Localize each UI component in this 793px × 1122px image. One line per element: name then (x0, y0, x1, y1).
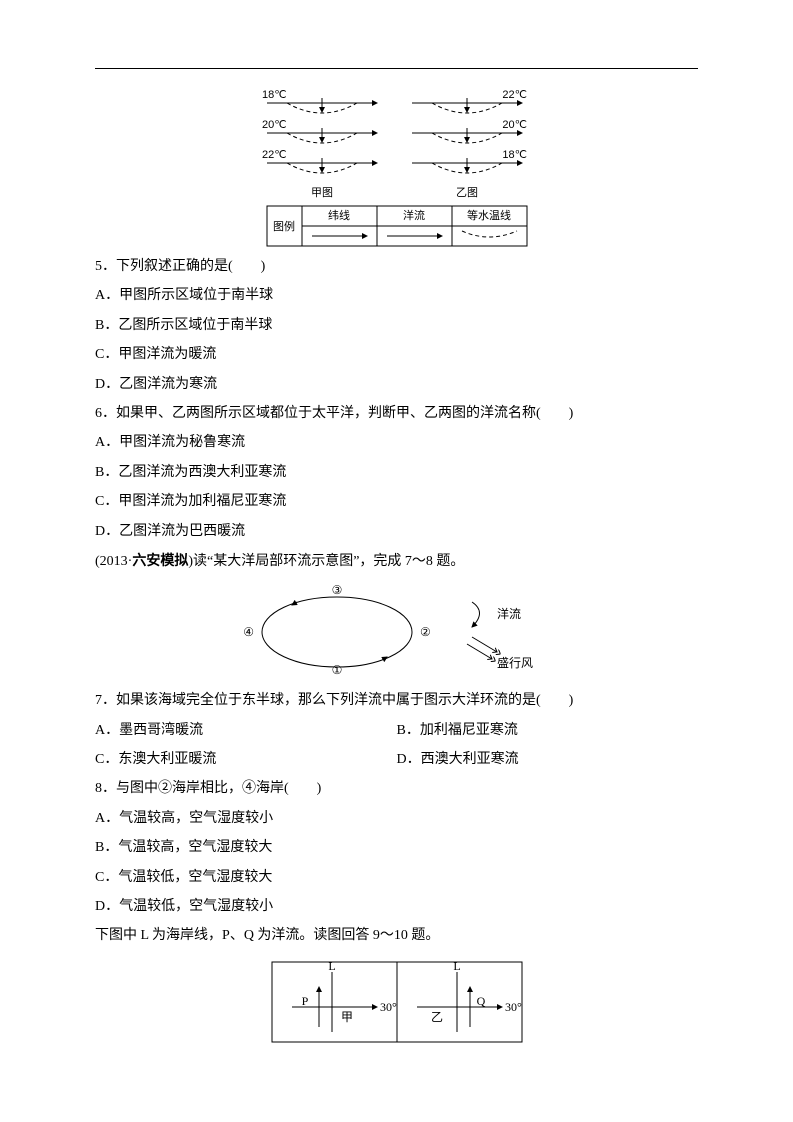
fig1-l2: 20℃ (262, 119, 287, 131)
fig1-r2: 20℃ (502, 119, 527, 131)
q7-d: D．西澳大利亚寒流 (397, 745, 699, 774)
fig3-L2: L (453, 959, 460, 973)
q5-d: D．乙图洋流为寒流 (95, 370, 698, 399)
fig1-label-right: 乙图 (456, 186, 478, 199)
fig2-n4: ④ (243, 625, 254, 639)
q6-d: D．乙图洋流为巴西暖流 (95, 517, 698, 546)
fig1-l1: 18℃ (262, 89, 287, 101)
fig3-deg2: 30° (505, 1000, 522, 1014)
q8-a: A．气温较高，空气湿度较小 (95, 804, 698, 833)
fig1-l3: 22℃ (262, 149, 287, 161)
fig1-r3: 18℃ (502, 149, 527, 161)
figure-1: 18℃ 20℃ 22℃ 甲图 22℃ 20℃ 18℃ 乙图 图例 纬线 (95, 88, 698, 248)
fig3-P: P (301, 994, 308, 1008)
q5-c: C．甲图洋流为暖流 (95, 340, 698, 369)
q5-a: A．甲图所示区域位于南半球 (95, 281, 698, 310)
q7-a: A．墨西哥湾暖流 (95, 716, 397, 745)
fig1-legend-lat: 纬线 (328, 208, 350, 222)
q8-b: B．气温较高，空气湿度较大 (95, 833, 698, 862)
fig2-n1: ① (331, 663, 342, 677)
q7-stem: 7．如果该海域完全位于东半球，那么下列洋流中属于图示大洋环流的是( ) (95, 686, 698, 715)
figure-1-svg: 18℃ 20℃ 22℃ 甲图 22℃ 20℃ 18℃ 乙图 图例 纬线 (247, 88, 547, 248)
q6-stem: 6．如果甲、乙两图所示区域都位于太平洋，判断甲、乙两图的洋流名称( ) (95, 399, 698, 428)
q5-stem: 5．下列叙述正确的是( ) (95, 252, 698, 281)
q5-b: B．乙图所示区域位于南半球 (95, 311, 698, 340)
page-top-rule (95, 68, 698, 69)
q6-b: B．乙图洋流为西澳大利亚寒流 (95, 458, 698, 487)
fig1-legend-iso: 等水温线 (467, 208, 511, 222)
fig3-jia: 甲 (340, 1010, 352, 1024)
fig1-legend-curr: 洋流 (403, 208, 425, 222)
intro-7-8: (2013·六安模拟)读“某大洋局部环流示意图”，完成 7～8 题。 (95, 546, 698, 576)
figure-2-svg: ① ② ③ ④ 洋流 盛行风 (237, 582, 557, 682)
fig3-Q: Q (476, 994, 485, 1008)
intro78-bold: 六安模拟 (132, 552, 188, 568)
intro78-prefix: (2013· (95, 554, 132, 569)
fig1-label-left: 甲图 (311, 186, 333, 199)
figure-3: L P 甲 30° L Q 乙 30° (95, 957, 698, 1047)
intro78-suffix: )读“某大洋局部环流示意图”，完成 7～8 题。 (188, 554, 464, 569)
fig3-deg1: 30° (380, 1000, 397, 1014)
fig2-leg-current: 洋流 (497, 606, 521, 621)
fig3-yi: 乙 (430, 1010, 442, 1024)
fig3-L1: L (328, 959, 335, 973)
fig2-n2: ② (420, 625, 431, 639)
q8-d: D．气温较低，空气湿度较小 (95, 892, 698, 921)
fig2-n3: ③ (331, 583, 342, 597)
q6-a: A．甲图洋流为秘鲁寒流 (95, 428, 698, 457)
q7-c: C．东澳大利亚暖流 (95, 745, 397, 774)
fig2-leg-wind: 盛行风 (497, 655, 533, 670)
q8-c: C．气温较低，空气湿度较大 (95, 863, 698, 892)
q7-b: B．加利福尼亚寒流 (397, 716, 699, 745)
fig1-legend-title: 图例 (273, 219, 295, 233)
fig1-r1: 22℃ (502, 89, 527, 101)
figure-2: ① ② ③ ④ 洋流 盛行风 (95, 582, 698, 682)
q6-c: C．甲图洋流为加利福尼亚寒流 (95, 487, 698, 516)
intro-9-10: 下图中 L 为海岸线，P、Q 为洋流。读图回答 9～10 题。 (95, 921, 698, 950)
q8-stem: 8．与图中②海岸相比，④海岸( ) (95, 774, 698, 803)
figure-3-svg: L P 甲 30° L Q 乙 30° (267, 957, 527, 1047)
